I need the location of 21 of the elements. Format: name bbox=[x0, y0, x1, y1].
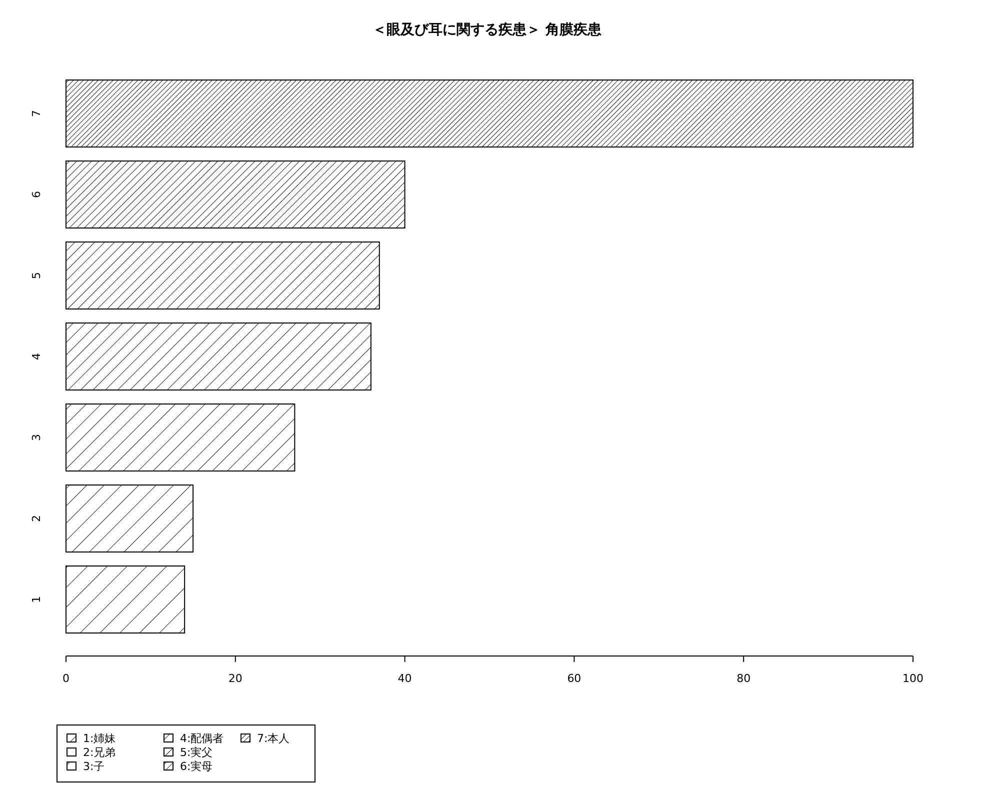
legend-label: 2:兄弟 bbox=[83, 746, 116, 759]
legend-label: 3:子 bbox=[83, 760, 105, 773]
y-tick-label: 1 bbox=[30, 596, 43, 603]
legend-label: 5:実父 bbox=[180, 746, 213, 759]
x-tick-label: 60 bbox=[567, 672, 582, 685]
legend-label: 6:実母 bbox=[180, 760, 213, 773]
chart-title: ＜眼及び耳に関する疾患＞ 角膜疾患 bbox=[372, 21, 602, 38]
y-tick-label: 5 bbox=[30, 272, 43, 279]
legend-label: 1:姉妹 bbox=[83, 732, 116, 745]
x-tick-label: 40 bbox=[398, 672, 412, 685]
x-tick-label: 80 bbox=[736, 672, 751, 685]
y-tick-label: 2 bbox=[30, 515, 43, 522]
x-tick-label: 0 bbox=[62, 672, 70, 685]
x-tick-label: 20 bbox=[228, 672, 242, 685]
x-tick-label: 100 bbox=[902, 672, 924, 685]
legend-label: 4:配偶者 bbox=[180, 732, 224, 745]
y-tick-label: 6 bbox=[30, 191, 43, 198]
y-tick-label: 3 bbox=[30, 434, 43, 441]
y-tick-label: 4 bbox=[30, 353, 43, 360]
legend-label: 7:本人 bbox=[257, 732, 290, 745]
y-tick-label: 7 bbox=[30, 110, 43, 117]
